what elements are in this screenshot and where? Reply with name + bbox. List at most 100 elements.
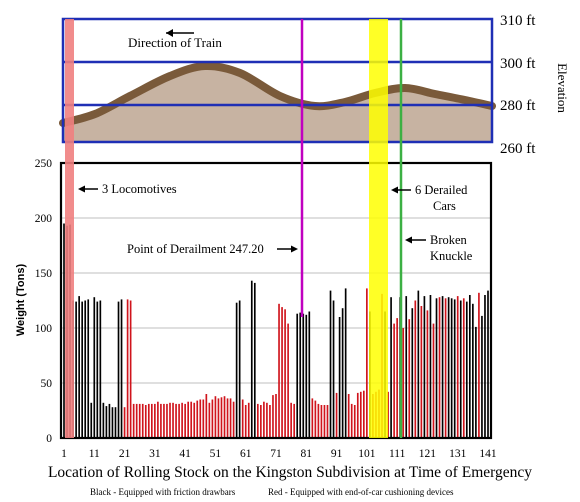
derailment-label: Point of Derailment 247.20 <box>127 242 264 256</box>
weight-axis-label: Weight (Tons) <box>15 264 27 337</box>
bar-car-41 <box>184 403 186 438</box>
bar-car-1 <box>63 223 65 438</box>
y-tick-label: 200 <box>35 213 53 225</box>
bar-car-34 <box>163 403 165 438</box>
bar-car-73 <box>281 307 283 438</box>
bar-car-48 <box>205 394 208 438</box>
derailed-cars-label-1: 6 Derailed <box>415 183 468 197</box>
bar-car-24 <box>132 403 135 438</box>
bar-car-38 <box>175 403 177 438</box>
bar-car-76 <box>290 402 292 438</box>
bar-car-23 <box>129 300 132 438</box>
x-tick-label: 81 <box>301 448 313 460</box>
y-tick-label: 250 <box>35 158 53 170</box>
x-tick-label: 121 <box>419 448 437 460</box>
bar-car-52 <box>217 398 220 438</box>
elevation-tick-280: 280 ft <box>500 98 536 114</box>
bar-car-68 <box>266 402 268 438</box>
bar-car-47 <box>202 399 205 438</box>
bar-car-77 <box>293 403 296 438</box>
x-tick-label: 101 <box>358 448 376 460</box>
bar-car-33 <box>160 403 162 438</box>
bar-car-60 <box>241 399 244 438</box>
bar-car-84 <box>314 400 317 438</box>
bar-car-89 <box>329 290 332 438</box>
bar-car-32 <box>157 401 159 438</box>
bar-car-5 <box>75 301 77 438</box>
bar-car-82 <box>308 311 311 438</box>
x-tick-label: 111 <box>389 448 406 460</box>
bar-car-62 <box>247 402 250 438</box>
bar-car-92 <box>338 317 341 438</box>
bar-car-40 <box>181 402 183 438</box>
bar-car-81 <box>305 314 308 438</box>
weight-bars <box>63 223 489 438</box>
bar-car-19 <box>117 301 120 438</box>
weight-y-ticks: 0 50 100 150 200 250 <box>35 158 53 445</box>
bar-car-74 <box>284 309 286 438</box>
bar-car-49 <box>208 402 211 438</box>
bar-car-101 <box>366 288 368 438</box>
bar-car-117 <box>414 300 417 438</box>
bar-car-141 <box>487 290 489 438</box>
bar-car-120 <box>423 296 426 438</box>
bar-car-110 <box>393 323 395 438</box>
bar-car-98 <box>356 392 359 438</box>
bar-car-135 <box>468 295 471 438</box>
bar-car-96 <box>350 403 353 438</box>
bar-car-114 <box>405 296 408 438</box>
bar-car-136 <box>472 303 474 438</box>
bar-car-85 <box>317 403 320 438</box>
locomotives-callout: 3 Locomotives <box>78 182 177 196</box>
weight-x-ticks: 1 11 21 31 41 51 61 71 81 91 101 111 121 131 141 <box>61 448 497 460</box>
bar-car-139 <box>481 315 483 438</box>
bar-car-75 <box>287 323 289 438</box>
bar-car-97 <box>353 405 356 438</box>
bar-car-119 <box>420 306 423 438</box>
elevation-tick-300: 300 ft <box>500 56 536 72</box>
bar-car-11 <box>93 297 96 438</box>
bar-car-131 <box>456 296 459 438</box>
elevation-track-line <box>59 61 496 127</box>
y-tick-label: 50 <box>41 378 53 390</box>
bar-car-39 <box>178 403 180 438</box>
bar-car-116 <box>411 308 414 438</box>
bar-car-67 <box>263 401 265 438</box>
bar-car-137 <box>475 326 477 438</box>
x-tick-label: 21 <box>119 448 131 460</box>
bar-car-109 <box>390 297 392 438</box>
bar-car-17 <box>111 407 114 438</box>
bar-car-51 <box>214 396 217 438</box>
direction-arrow-icon <box>166 29 194 37</box>
bar-car-45 <box>196 400 199 438</box>
direction-of-train-label: Direction of Train <box>128 35 222 50</box>
x-tick-label: 91 <box>331 448 343 460</box>
weight-frame <box>59 161 493 440</box>
bar-car-53 <box>220 397 223 438</box>
x-tick-label: 31 <box>149 448 161 460</box>
locomotives-label: 3 Locomotives <box>102 182 177 196</box>
bar-car-95 <box>347 394 350 438</box>
bar-car-108 <box>387 391 389 438</box>
bar-car-44 <box>193 402 196 438</box>
bar-car-20 <box>120 299 123 438</box>
bar-car-16 <box>108 403 111 438</box>
derailed-cars-band <box>369 19 388 438</box>
legend-cushion: Red - Equipped with end-of-car cushionin… <box>268 487 454 497</box>
bar-car-22 <box>126 299 129 438</box>
bar-car-70 <box>272 395 274 438</box>
bar-car-72 <box>278 303 280 438</box>
x-tick-label: 71 <box>270 448 282 460</box>
x-tick-label: 131 <box>449 448 467 460</box>
bar-car-57 <box>232 401 235 438</box>
bar-car-14 <box>102 402 105 438</box>
broken-knuckle-callout: Broken Knuckle <box>405 233 473 263</box>
bar-car-15 <box>105 406 108 438</box>
elevation-frame <box>61 17 494 144</box>
bar-car-134 <box>465 301 468 438</box>
bar-car-122 <box>429 295 432 438</box>
bar-car-93 <box>341 308 344 438</box>
bar-car-132 <box>459 300 462 438</box>
bar-car-27 <box>141 403 144 438</box>
